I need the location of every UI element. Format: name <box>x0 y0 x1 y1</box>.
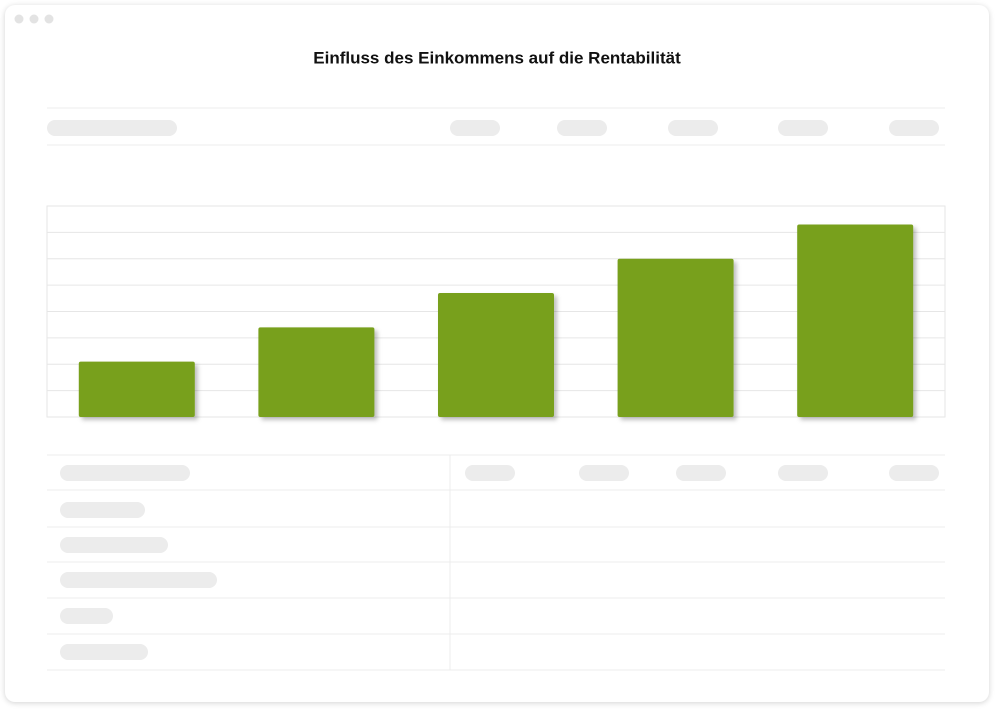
bar <box>797 224 914 417</box>
bar <box>617 258 734 417</box>
header-skeleton <box>47 107 945 146</box>
bar <box>258 327 375 417</box>
table-skeleton <box>47 454 945 671</box>
window-dots <box>14 14 54 24</box>
chart-title: Einfluss des Einkommens auf die Rentabil… <box>313 48 681 67</box>
bar <box>437 293 555 417</box>
bar <box>78 361 195 417</box>
